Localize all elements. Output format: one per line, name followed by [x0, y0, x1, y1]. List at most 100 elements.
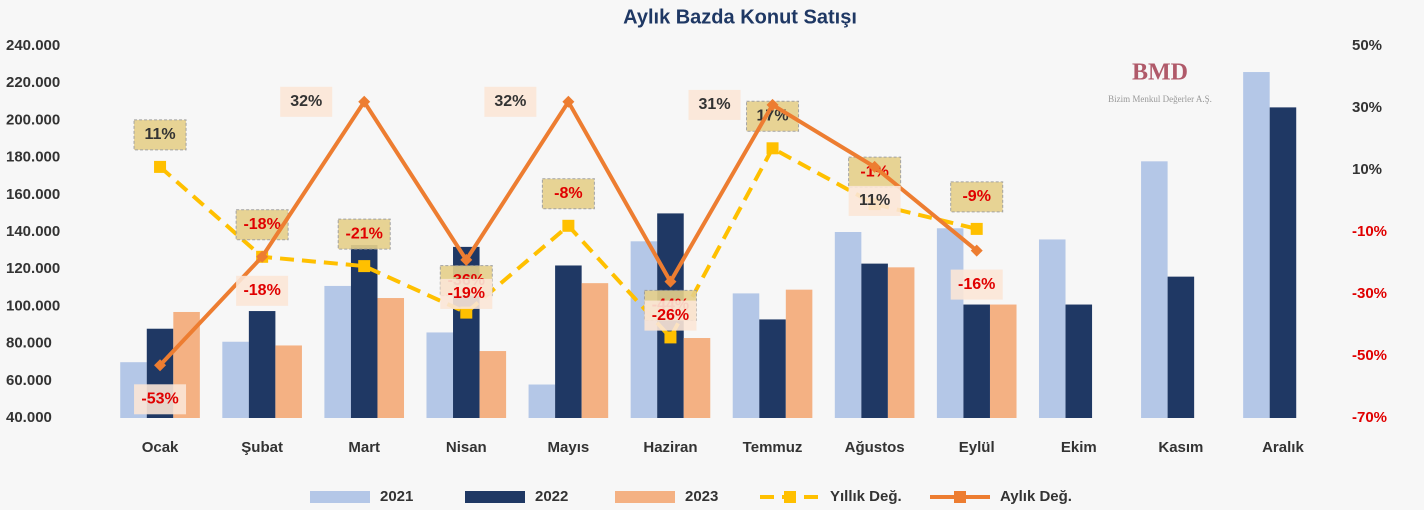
- bar: [887, 267, 915, 418]
- bar: [528, 384, 556, 418]
- label-box: [440, 278, 493, 309]
- label-box: [236, 275, 289, 306]
- y-tick-label: 180.000: [6, 149, 60, 166]
- label-box: [134, 384, 187, 415]
- legend-label: 2022: [535, 488, 568, 505]
- marker: [970, 222, 983, 235]
- label-box: [337, 218, 391, 250]
- data-label: -21%: [346, 225, 383, 242]
- bar: [350, 245, 378, 418]
- legend-swatch: [615, 491, 675, 503]
- bar: [861, 263, 888, 418]
- label-box: [280, 86, 333, 117]
- bar: [426, 332, 454, 418]
- y2-tick-label: -50%: [1352, 347, 1387, 364]
- legend-label: Yıllık Değ.: [830, 488, 902, 505]
- data-label: 31%: [699, 96, 731, 113]
- bar: [785, 289, 813, 418]
- data-label: -16%: [958, 276, 995, 293]
- bar: [324, 285, 351, 418]
- data-label: 32%: [290, 93, 322, 110]
- x-tick-label: Kasım: [1158, 439, 1203, 456]
- bar: [222, 341, 249, 418]
- data-label: -53%: [141, 391, 178, 408]
- marker: [460, 306, 473, 319]
- x-tick-label: Mart: [348, 439, 380, 456]
- data-label: 11%: [859, 192, 890, 209]
- marker: [358, 95, 371, 108]
- marker: [358, 260, 371, 273]
- legend-swatch: [310, 491, 370, 503]
- label-box: [950, 181, 1004, 213]
- x-tick-label: Haziran: [643, 439, 697, 456]
- bar: [248, 311, 276, 418]
- y-tick-label: 100.000: [6, 297, 60, 314]
- marker: [562, 219, 575, 232]
- y2-tick-label: 50%: [1352, 37, 1382, 54]
- label-box: [541, 178, 595, 210]
- data-label: -18%: [243, 216, 280, 233]
- marker: [970, 244, 983, 257]
- logo: BMD: [1132, 60, 1188, 86]
- y2-tick-label: -30%: [1352, 285, 1387, 302]
- y-tick-label: 240.000: [6, 37, 60, 54]
- bar: [936, 228, 964, 418]
- y-tick-label: 220.000: [6, 74, 60, 91]
- data-label: -19%: [448, 285, 485, 302]
- legend-label: 2023: [685, 488, 718, 505]
- x-tick-label: Şubat: [241, 439, 283, 456]
- y-tick-label: 140.000: [6, 223, 60, 240]
- bar: [555, 265, 582, 418]
- marker: [562, 95, 575, 108]
- y2-tick-label: -70%: [1352, 409, 1387, 426]
- label-box: [644, 300, 697, 331]
- marker: [766, 98, 779, 111]
- legend-label: Aylık Değ.: [1000, 488, 1072, 505]
- y2-tick-label: -10%: [1352, 223, 1387, 240]
- x-tick-label: Temmuz: [743, 439, 803, 456]
- legend-swatch: [465, 491, 525, 503]
- label-box: [848, 185, 901, 216]
- legend-label: 2021: [380, 488, 413, 505]
- bar: [683, 338, 711, 418]
- data-label: -18%: [243, 282, 280, 299]
- bar: [1141, 161, 1168, 418]
- y-tick-label: 200.000: [6, 111, 60, 128]
- bar: [1038, 239, 1066, 418]
- bar: [275, 345, 302, 418]
- label-box: [133, 119, 187, 151]
- x-tick-label: Nisan: [446, 439, 487, 456]
- bar: [834, 232, 862, 418]
- data-label: 32%: [494, 93, 526, 110]
- x-tick-label: Aralık: [1262, 439, 1304, 456]
- bar: [759, 319, 786, 418]
- bar: [1269, 107, 1297, 418]
- legend-marker: [954, 491, 966, 503]
- legend-marker: [784, 491, 796, 503]
- marker: [664, 331, 677, 344]
- bar: [1065, 304, 1093, 418]
- marker: [460, 253, 473, 266]
- bar: [377, 298, 405, 418]
- data-label: -26%: [652, 307, 689, 324]
- marker: [256, 250, 269, 263]
- bar: [1243, 72, 1270, 418]
- data-label: 11%: [144, 126, 175, 143]
- y-tick-label: 160.000: [6, 186, 60, 203]
- x-tick-label: Ocak: [142, 439, 179, 456]
- y2-tick-label: 10%: [1352, 161, 1382, 178]
- data-label: -8%: [554, 185, 582, 202]
- y-tick-label: 120.000: [6, 260, 60, 277]
- label-box: [950, 269, 1003, 300]
- marker: [154, 359, 167, 372]
- y-tick-label: 60.000: [6, 372, 52, 389]
- x-tick-label: Mayıs: [548, 439, 590, 456]
- bar: [1167, 276, 1195, 418]
- bar: [989, 304, 1017, 418]
- marker: [154, 160, 167, 173]
- data-label: -9%: [962, 188, 990, 205]
- bar: [479, 351, 507, 418]
